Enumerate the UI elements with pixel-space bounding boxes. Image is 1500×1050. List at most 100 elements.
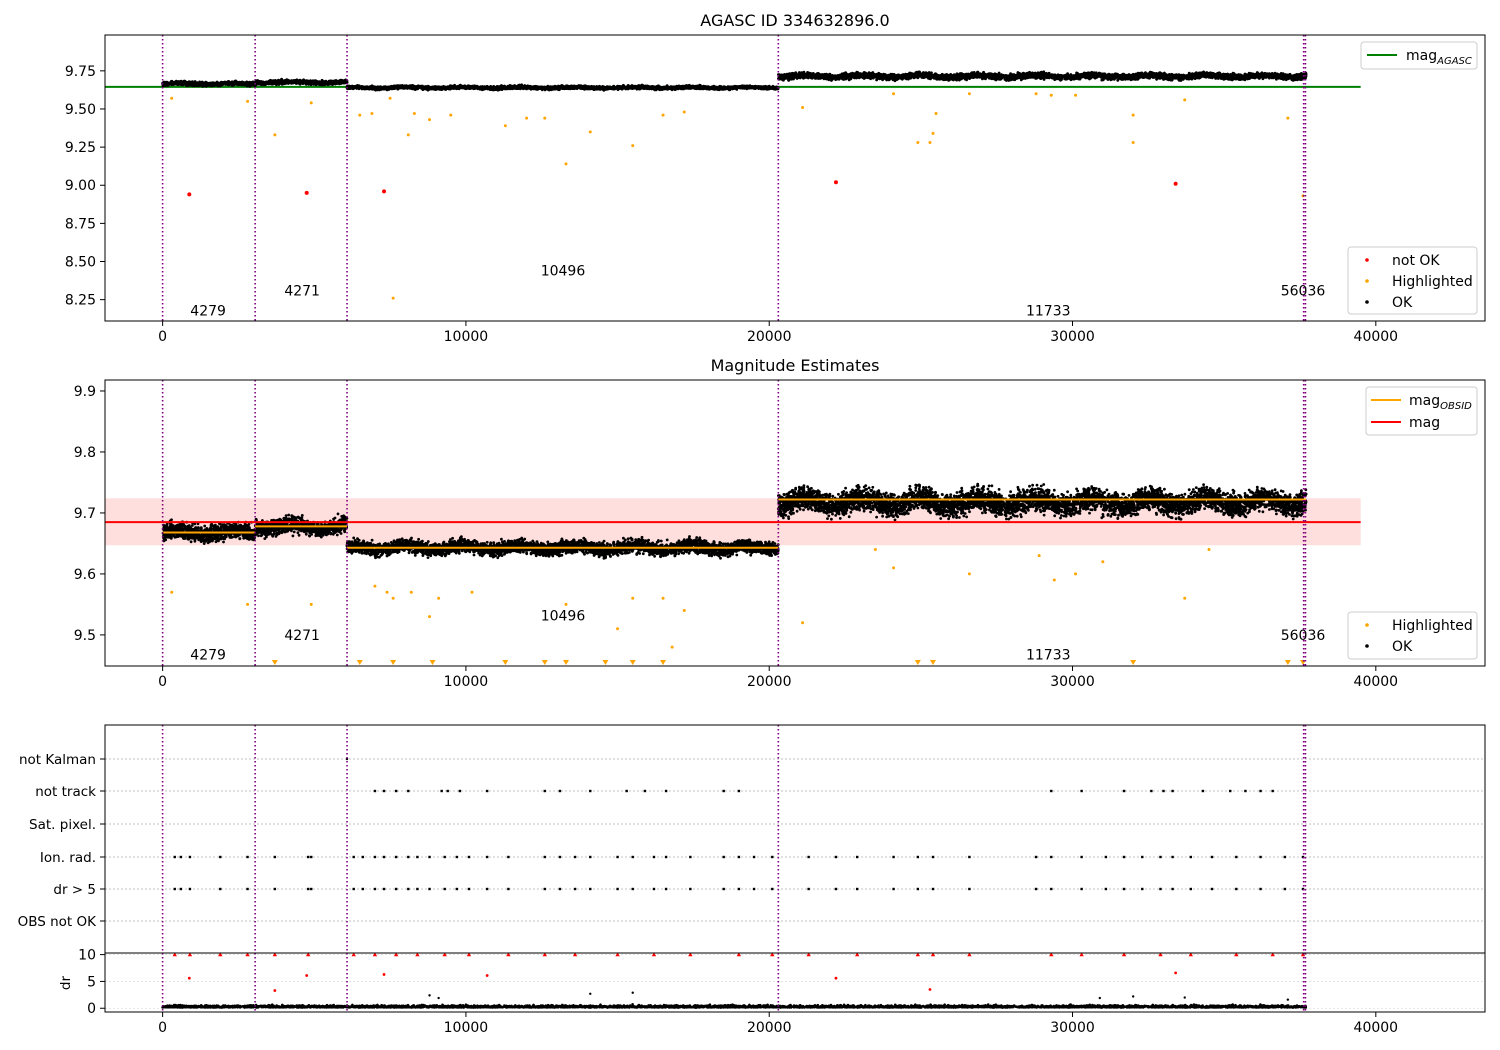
- data-point: [330, 83, 334, 86]
- data-point: [203, 83, 206, 86]
- data-point: [737, 85, 741, 88]
- data-point: [502, 85, 506, 89]
- data-point: [416, 86, 420, 90]
- data-point: [187, 83, 191, 86]
- data-point: [165, 81, 169, 85]
- data-point: [638, 84, 642, 88]
- data-point: [442, 86, 446, 90]
- data-point: [217, 82, 220, 85]
- data-point: [383, 87, 386, 90]
- data-point: [183, 79, 187, 83]
- data-point: [589, 85, 593, 89]
- data-point: [545, 87, 549, 91]
- data-point: [317, 81, 321, 84]
- data-point: [255, 80, 259, 84]
- data-point: [334, 79, 338, 82]
- data-point: [402, 85, 406, 89]
- data-point: [507, 86, 511, 89]
- data-point: [434, 88, 438, 91]
- data-point: [574, 86, 578, 90]
- data-point: [510, 85, 514, 89]
- data-point: [366, 87, 370, 90]
- data-point: [563, 87, 567, 90]
- data-point: [221, 81, 225, 84]
- data-point: [662, 85, 666, 89]
- data-point: [168, 82, 172, 85]
- data-point: [617, 87, 620, 90]
- data-point: [174, 82, 178, 85]
- data-point: [680, 86, 684, 90]
- data-point: [497, 87, 500, 91]
- data-point: [560, 87, 564, 90]
- data-point: [283, 81, 287, 85]
- data-point: [694, 87, 697, 90]
- data-point: [212, 84, 216, 87]
- data-point: [476, 85, 479, 88]
- data-point: [579, 85, 583, 89]
- data-point: [744, 85, 748, 89]
- data-point: [490, 86, 493, 90]
- data-point: [297, 79, 301, 83]
- data-point: [481, 87, 484, 90]
- data-point: [390, 86, 394, 89]
- data-point: [458, 86, 461, 90]
- data-point: [386, 87, 390, 91]
- data-point: [524, 85, 527, 89]
- data-point: [359, 85, 362, 89]
- data-point: [556, 87, 559, 91]
- data-point: [320, 78, 324, 82]
- data-point: [246, 82, 250, 86]
- data-point: [227, 82, 231, 86]
- data-point: [584, 87, 588, 91]
- data-point: [607, 86, 611, 90]
- data-point: [354, 85, 358, 88]
- data-point: [721, 86, 725, 90]
- data-point: [305, 82, 309, 85]
- data-point: [314, 79, 317, 82]
- data-point: [557, 84, 560, 88]
- data-point: [627, 87, 630, 91]
- data-point: [375, 85, 379, 89]
- data-point: [670, 87, 674, 91]
- data-point: [447, 86, 451, 90]
- data-point: [338, 79, 342, 82]
- data-point: [267, 81, 271, 85]
- data-point: [396, 85, 400, 89]
- data-point: [699, 85, 703, 89]
- data-point: [462, 86, 465, 90]
- data-point: [230, 80, 234, 84]
- data-point: [224, 82, 228, 86]
- data-point: [193, 83, 197, 87]
- data-point: [714, 87, 718, 91]
- data-point: [455, 86, 459, 90]
- data-point: [730, 85, 734, 89]
- data-point: [655, 86, 659, 90]
- data-point: [469, 85, 473, 89]
- data-point: [651, 85, 655, 89]
- data-point: [411, 86, 414, 89]
- data-point: [542, 86, 545, 90]
- data-point: [719, 87, 723, 91]
- data-point: [250, 82, 253, 85]
- data-point: [658, 88, 662, 91]
- data-point: [430, 86, 434, 90]
- data-point: [753, 86, 757, 89]
- data-point: [645, 87, 649, 91]
- data-point: [452, 86, 456, 90]
- data-point: [552, 86, 556, 90]
- data-point: [466, 85, 470, 89]
- data-point: [676, 86, 680, 90]
- data-point: [517, 85, 520, 89]
- data-point: [379, 85, 382, 89]
- data-point: [372, 87, 376, 90]
- data-point: [533, 86, 537, 90]
- data-point: [570, 86, 574, 89]
- data-point: [404, 85, 408, 89]
- data-point: [604, 86, 608, 90]
- data-point: [309, 81, 313, 85]
- data-point: [749, 85, 753, 89]
- data-point: [199, 81, 202, 85]
- data-point: [279, 82, 283, 85]
- data-point: [421, 86, 424, 90]
